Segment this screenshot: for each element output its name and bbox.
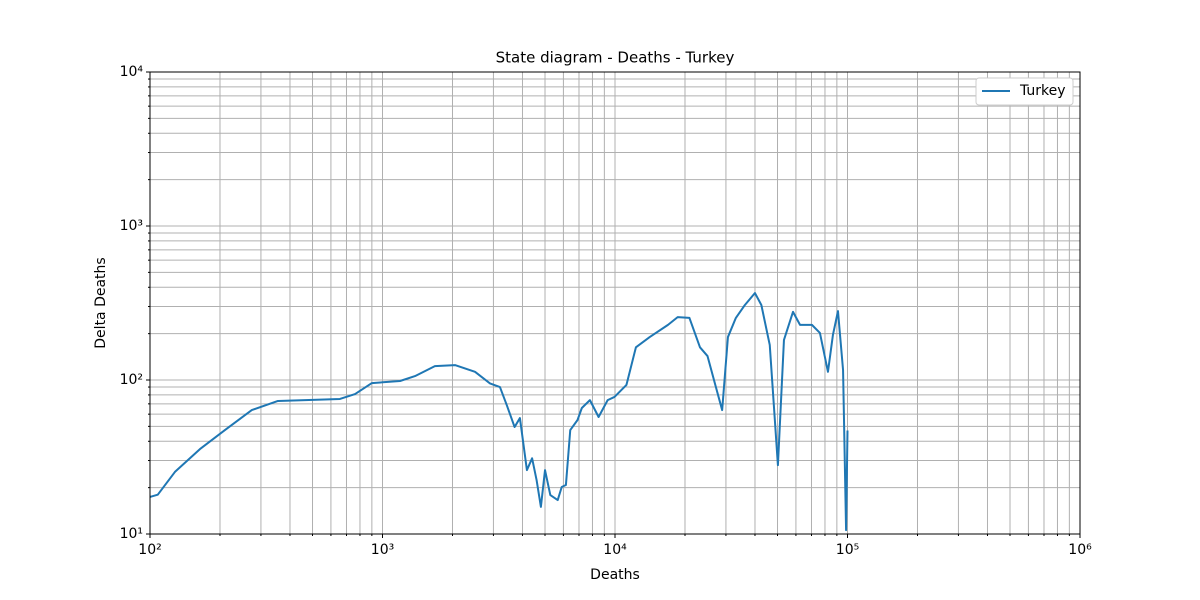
chart-title: State diagram - Deaths - Turkey — [496, 49, 735, 67]
x-axis-label: Deaths — [590, 567, 640, 583]
y-tick-label: 10³ — [120, 218, 143, 234]
plot — [149, 292, 849, 532]
y-axis-label: Delta Deaths — [93, 257, 109, 348]
x-tick-label: 10⁵ — [836, 542, 859, 558]
y-tick-label: 10¹ — [120, 526, 143, 542]
legend-label: Turkey — [1019, 83, 1066, 99]
x-tick-label: 10⁴ — [603, 542, 627, 558]
series-line — [149, 292, 849, 532]
legend-box — [975, 77, 1074, 106]
y-tick-label: 10² — [120, 372, 143, 388]
x-tick-label: 10³ — [371, 542, 394, 558]
y-tick-label: 10⁴ — [120, 64, 144, 80]
x-tick-label: 10⁶ — [1068, 542, 1092, 558]
x-tick-label: 10² — [138, 542, 161, 558]
